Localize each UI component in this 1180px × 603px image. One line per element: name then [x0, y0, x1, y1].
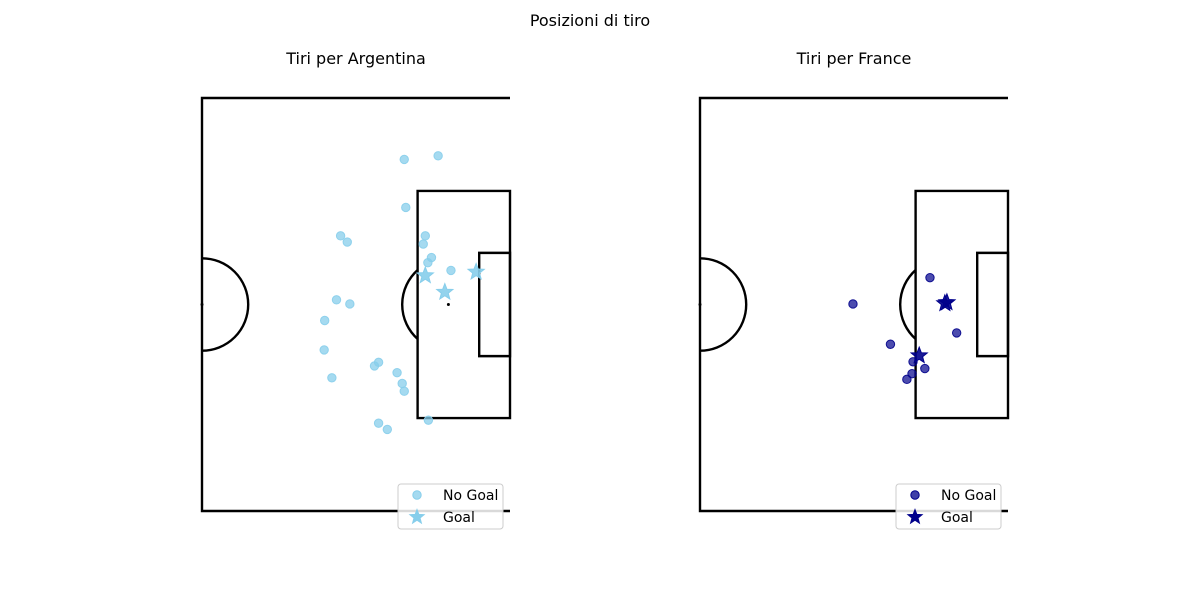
shot-point	[373, 418, 384, 428]
pitch	[200, 96, 512, 513]
legend-frame	[397, 483, 504, 530]
shot-point	[345, 299, 355, 309]
legend-frame	[895, 483, 1002, 530]
shot-point	[951, 328, 962, 338]
penalty-arc	[898, 269, 917, 340]
goal-area	[976, 251, 1010, 358]
goal-point	[415, 265, 435, 284]
shot-point	[327, 373, 337, 383]
goal-point	[909, 345, 929, 364]
goal-area	[478, 251, 512, 358]
goal-point	[935, 293, 955, 312]
shot-point	[392, 367, 402, 378]
figure-suptitle: Posizioni di tiro	[530, 11, 650, 30]
shot-point	[925, 272, 935, 283]
shot-point	[401, 202, 411, 213]
legend-marker-goal	[906, 508, 924, 525]
penalty-arc	[400, 269, 419, 340]
legend-marker-no-goal	[910, 490, 920, 500]
shot-point	[319, 345, 329, 355]
shot-point	[885, 339, 896, 349]
series-no-goal	[848, 272, 962, 385]
shot-point	[369, 361, 380, 371]
shot-point	[382, 424, 393, 435]
shot-point	[920, 363, 930, 374]
chart-title: Tiri per Argentina	[285, 49, 426, 68]
shot-point	[848, 299, 858, 309]
shot-point	[342, 237, 352, 247]
shot-chart-1: Tiri per France No Goal Goal	[698, 49, 1010, 530]
shot-point	[331, 295, 342, 305]
shot-chart-0: Tiri per Argentina No Goal Goal	[200, 49, 512, 530]
series-goal	[909, 292, 957, 364]
shot-point	[399, 386, 409, 396]
goal-point	[435, 282, 455, 301]
series-no-goal	[319, 151, 456, 435]
legend-label: No Goal	[443, 488, 498, 504]
shot-point	[335, 231, 346, 241]
legend-label: No Goal	[941, 488, 996, 504]
center-circle-arc	[201, 257, 250, 352]
shot-point	[433, 151, 443, 161]
center-circle-arc	[699, 257, 748, 352]
penalty-area	[416, 189, 512, 420]
penalty-area	[914, 189, 1010, 420]
center-spot	[698, 303, 702, 306]
shot-point	[902, 374, 912, 385]
shot-point	[418, 239, 428, 249]
shot-point	[423, 415, 434, 425]
shot-point	[399, 154, 409, 165]
chart-title: Tiri per France	[796, 49, 912, 68]
legend: No Goal Goal	[895, 483, 1002, 530]
legend-label: Goal	[443, 510, 475, 526]
legend-label: Goal	[941, 510, 973, 526]
goal-point	[466, 262, 486, 280]
shot-point	[446, 265, 456, 276]
shot-point	[319, 315, 330, 326]
shot-point	[397, 378, 407, 389]
penalty-spot	[446, 303, 450, 306]
series-goal	[415, 262, 486, 301]
shot-point	[420, 231, 430, 241]
legend-marker-no-goal	[412, 490, 422, 500]
center-spot	[200, 303, 204, 306]
shot-point	[423, 257, 433, 268]
legend: No Goal Goal	[397, 483, 504, 530]
legend-marker-goal	[408, 508, 426, 525]
